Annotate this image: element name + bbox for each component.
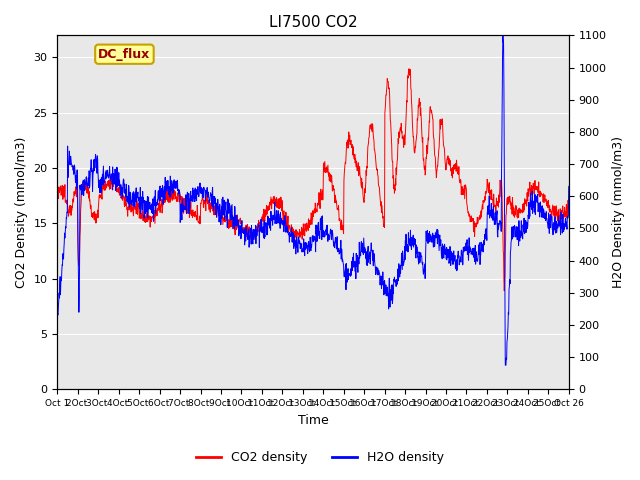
Title: LI7500 CO2: LI7500 CO2: [269, 15, 357, 30]
X-axis label: Time: Time: [298, 414, 328, 427]
Y-axis label: CO2 Density (mmol/m3): CO2 Density (mmol/m3): [15, 137, 28, 288]
Legend: CO2 density, H2O density: CO2 density, H2O density: [191, 446, 449, 469]
Y-axis label: H2O Density (mmol/m3): H2O Density (mmol/m3): [612, 136, 625, 288]
Text: DC_flux: DC_flux: [99, 48, 150, 61]
